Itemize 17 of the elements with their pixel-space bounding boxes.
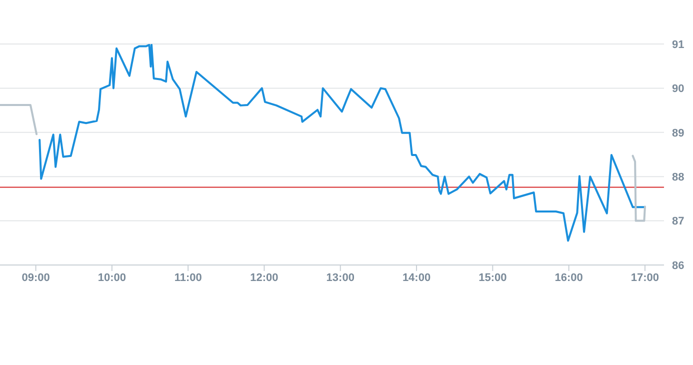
x-tick-label: 17:00 <box>630 272 660 284</box>
y-tick-label: 91 <box>672 38 684 51</box>
y-tick-label: 88 <box>672 172 684 184</box>
x-tick-label: 13:00 <box>326 272 354 284</box>
x-tick-label: 12:00 <box>250 272 278 284</box>
x-tick-label: 15:00 <box>478 272 507 284</box>
x-tick-label: 09:00 <box>22 272 50 284</box>
y-tick-label: 87 <box>672 216 684 228</box>
y-tick-label: 90 <box>672 83 684 96</box>
y-tick-label: 86 <box>672 260 684 272</box>
line-series <box>632 154 646 222</box>
x-tick-label: 16:00 <box>554 272 583 284</box>
x-tick-label: 10:00 <box>98 272 126 284</box>
x-tick-label: 14:00 <box>402 272 431 284</box>
y-tick-label: 89 <box>672 127 684 140</box>
x-tick-label: 11:00 <box>174 272 202 284</box>
line-series <box>38 44 646 242</box>
